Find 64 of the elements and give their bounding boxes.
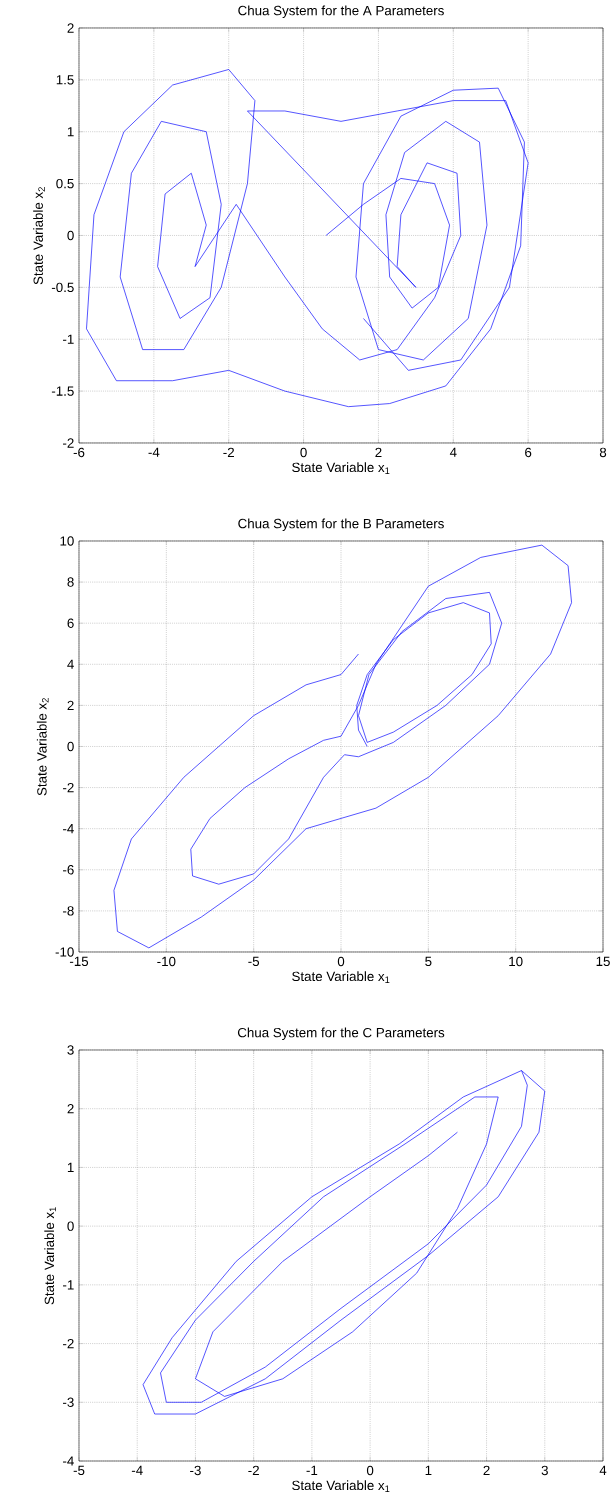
x-tick-label: -10 — [157, 956, 176, 967]
x-tick-label: -1 — [306, 1465, 318, 1475]
x-tick-label: 6 — [525, 447, 532, 458]
y-tick-label: 1 — [67, 1162, 74, 1173]
x-tick-label: -5 — [248, 956, 260, 966]
y-tick-label: -4 — [63, 824, 74, 834]
y-axis-title: State Variable x$_{2}$ — [33, 187, 45, 285]
x-tick-label: 0 — [366, 1465, 374, 1476]
y-tick-label: 2 — [67, 1104, 74, 1114]
x-tick-label: 2 — [375, 447, 382, 457]
y-tick-label: -8 — [63, 906, 74, 916]
y-tick-label: 0 — [67, 741, 74, 752]
y-axis-title: State Variable x$_{1}$ — [44, 1207, 57, 1305]
y-tick-label: -10 — [55, 947, 74, 957]
x-tick-label: 8 — [599, 447, 607, 458]
line-series — [142, 1070, 546, 1415]
y-tick-label: -2 — [63, 1338, 74, 1349]
y-tick-label: 4 — [67, 659, 74, 669]
x-tick-label: 2 — [483, 1465, 490, 1476]
line-series — [113, 544, 572, 949]
y-tick-label: 2 — [67, 23, 74, 33]
y-tick-label: -1.5 — [51, 386, 74, 396]
chart-title: Chua System for the C Parameters — [237, 1027, 445, 1040]
x-axis-title: State Variable x$_{1}$ — [292, 1480, 390, 1492]
x-tick-label: 5 — [425, 956, 432, 966]
y-tick-label: -3 — [63, 1397, 74, 1407]
x-tick-label: 15 — [596, 956, 610, 966]
y-tick-label: -6 — [63, 865, 74, 875]
y-tick-label: 3 — [67, 1045, 74, 1055]
x-tick-label: 4 — [449, 447, 457, 457]
x-tick-label: -2 — [248, 1465, 259, 1476]
line-series — [86, 69, 529, 408]
y-tick-label: -4 — [63, 1456, 74, 1466]
y-tick-label: 8 — [67, 577, 74, 587]
y-tick-label: 0 — [67, 230, 74, 241]
x-axis-title: State Variable x$_{1}$ — [292, 462, 390, 474]
y-tick-label: 0 — [67, 1221, 74, 1231]
y-tick-label: 2 — [67, 700, 74, 711]
x-tick-label: -15 — [70, 956, 89, 966]
x-tick-label: -2 — [223, 447, 235, 457]
y-tick-label: -0.5 — [51, 282, 74, 293]
chart-title: Chua System for the A Parameters — [238, 5, 444, 18]
x-tick-label: -5 — [73, 1465, 85, 1476]
y-tick-label: -2 — [63, 438, 74, 448]
y-tick-label: 10 — [60, 536, 74, 546]
x-tick-label: 0 — [337, 956, 345, 967]
y-tick-label: 1 — [67, 127, 74, 137]
x-tick-label: 0 — [300, 447, 307, 458]
y-tick-label: -1 — [63, 1280, 74, 1290]
x-axis-title: State Variable x$_{1}$ — [292, 971, 390, 983]
y-tick-label: -1 — [63, 334, 74, 344]
x-tick-label: 4 — [599, 1465, 607, 1475]
y-tick-label: 0.5 — [56, 178, 74, 189]
x-tick-label: -3 — [190, 1465, 201, 1476]
x-tick-label: -4 — [131, 1465, 143, 1475]
x-tick-label: -4 — [148, 447, 160, 457]
chart-title: Chua System for the B Parameters — [238, 518, 444, 531]
y-tick-label: -2 — [63, 782, 74, 793]
x-tick-label: 10 — [509, 956, 523, 967]
y-tick-label: 1.5 — [56, 75, 74, 85]
x-tick-label: 3 — [541, 1465, 548, 1476]
x-tick-label: 1 — [425, 1465, 432, 1475]
y-axis-title: State Variable x$_{2}$ — [36, 698, 49, 796]
y-tick-label: 6 — [67, 618, 74, 628]
